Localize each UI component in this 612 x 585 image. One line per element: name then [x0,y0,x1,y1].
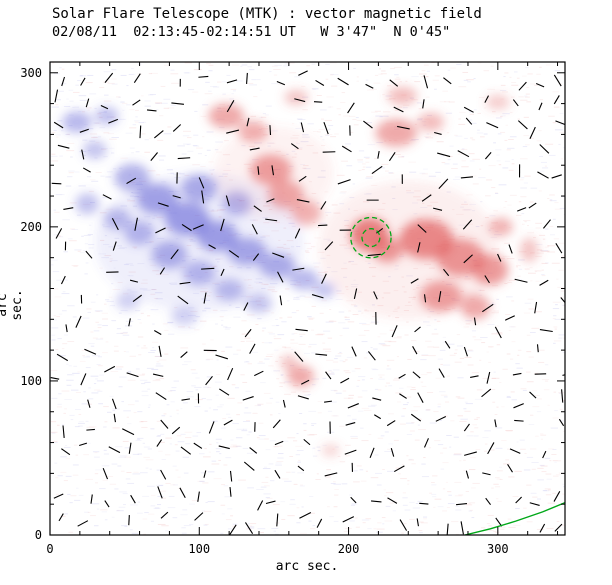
x-tick-label: 100 [188,542,210,556]
x-axis-label: arc sec. [275,559,339,574]
contour-rings [350,216,392,259]
figure-subtitle: 02/08/11 02:13:45-02:14:51 UT W 3'47" N … [52,24,451,40]
y-tick-label: 100 [20,374,42,388]
x-tick-label: 200 [338,542,360,556]
y-tick-label: 200 [20,220,42,234]
axes-box: 0 100 200 300 0 100 200 300 [20,61,566,556]
y-tick-label: 300 [20,66,42,80]
x-tick-label: 300 [487,542,509,556]
limb-line [464,501,565,535]
y-tick-label: 0 [35,528,42,542]
x-tick-label: 0 [46,542,53,556]
figure-title: Solar Flare Telescope (MTK) : vector mag… [52,6,482,22]
polarity-blobs [61,86,539,457]
vector-field-layer [50,70,565,535]
